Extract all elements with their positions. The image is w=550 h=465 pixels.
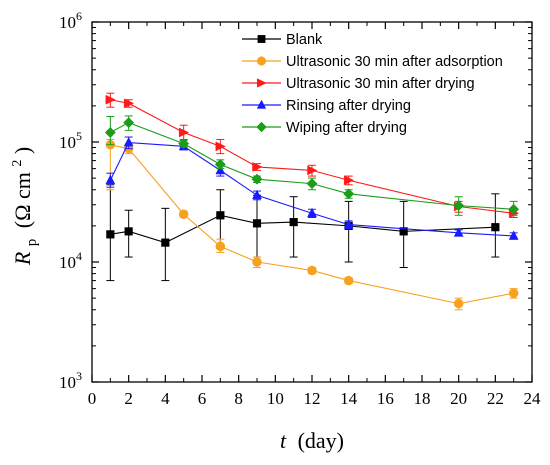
- x-axis-title-var: t: [280, 428, 287, 453]
- data-point: [307, 207, 317, 218]
- data-point: [252, 189, 262, 200]
- x-tick-label: 2: [124, 389, 133, 408]
- legend-item: Wiping after drying: [242, 120, 407, 136]
- data-point: [123, 98, 135, 109]
- x-tick-label: 10: [267, 389, 284, 408]
- x-tick-label: 20: [450, 389, 467, 408]
- y-tick-label-exponent: 3: [76, 369, 82, 383]
- data-point: [106, 230, 115, 239]
- y-tick-label: 105: [59, 129, 82, 152]
- legend-item: Ultrasonic 30 min after drying: [242, 76, 475, 92]
- legend: Blank Ultrasonic 30 min after adsorption U…: [242, 32, 503, 136]
- x-tick-label: 8: [234, 389, 243, 408]
- y-axis-title-var: R: [10, 251, 35, 266]
- data-point: [251, 173, 263, 185]
- data-point: [252, 219, 262, 228]
- y-tick-label: 104: [59, 249, 82, 272]
- data-point: [215, 141, 226, 152]
- data-point: [453, 298, 464, 309]
- legend-label: Blank: [286, 32, 323, 48]
- data-point: [252, 257, 262, 267]
- legend-item: Rinsing after drying: [242, 98, 411, 114]
- data-point: [343, 188, 355, 200]
- data-point: [399, 227, 408, 236]
- series-line: [110, 99, 514, 214]
- data-point: [307, 165, 318, 176]
- y-tick-label-exponent: 4: [76, 249, 82, 263]
- data-point: [105, 174, 116, 185]
- data-point: [178, 209, 189, 219]
- legend-item: Ultrasonic 30 min after adsorption: [242, 54, 503, 70]
- x-tick-label: 6: [198, 389, 207, 408]
- x-tick-label: 22: [487, 389, 504, 408]
- y-axis-title: R p (Ω cm 2 ): [1, 147, 41, 266]
- data-point: [307, 265, 317, 276]
- data-point: [123, 117, 135, 129]
- legend-label: Ultrasonic 30 min after drying: [286, 76, 475, 92]
- series-line: [110, 214, 496, 244]
- x-tick-label: 4: [161, 389, 170, 408]
- legend-item: Blank: [242, 32, 323, 48]
- x-tick-label: 14: [340, 389, 358, 408]
- y-tick-label-base: 10: [59, 253, 76, 272]
- x-tick-label: 0: [88, 389, 97, 408]
- data-point: [123, 137, 134, 147]
- legend-marker: [256, 99, 267, 109]
- data-point: [306, 178, 318, 190]
- data-point: [508, 203, 520, 215]
- y-tick-label-exponent: 6: [76, 9, 82, 23]
- y-tick-label: 106: [59, 9, 82, 32]
- y-tick-label-base: 10: [59, 13, 76, 32]
- data-point: [214, 158, 226, 170]
- series-4: [104, 115, 520, 216]
- y-axis-title-unit-close: ): [10, 147, 35, 154]
- legend-marker: [256, 121, 267, 133]
- y-axis-title-subscript: p: [24, 239, 40, 247]
- data-point: [178, 138, 190, 150]
- y-tick-label-base: 10: [59, 133, 76, 152]
- data-point: [104, 126, 116, 139]
- x-axis-title: t (day): [280, 428, 344, 453]
- data-point: [124, 227, 133, 236]
- data-point: [453, 227, 464, 237]
- y-axis-title-unit-sup: 2: [10, 160, 25, 167]
- data-point: [508, 288, 519, 298]
- x-tick-label: 24: [524, 389, 542, 408]
- data-point: [215, 241, 226, 252]
- x-tick-label: 12: [304, 389, 321, 408]
- legend-marker: [257, 35, 266, 43]
- data-point: [508, 230, 519, 240]
- legend-label: Ultrasonic 30 min after adsorption: [286, 54, 503, 70]
- data-point: [178, 127, 190, 138]
- data-point: [289, 218, 298, 227]
- legend-label: Wiping after drying: [286, 120, 407, 136]
- x-tick-label: 18: [414, 389, 431, 408]
- y-tick-label-exponent: 5: [76, 129, 82, 143]
- data-point: [161, 238, 170, 247]
- x-axis-title-unit: (day): [298, 428, 344, 453]
- data-point: [491, 223, 500, 232]
- data-point: [343, 175, 355, 186]
- data-point: [216, 211, 225, 220]
- data-point: [453, 200, 465, 212]
- axis-titles: t (day) R p (Ω cm 2 ): [1, 147, 344, 453]
- data-point: [252, 162, 263, 172]
- legend-label: Rinsing after drying: [286, 98, 411, 114]
- y-tick-label-base: 10: [59, 373, 76, 392]
- x-tick-label: 16: [377, 389, 394, 408]
- y-axis-title-unit: (Ω cm: [10, 172, 35, 228]
- plot-area: [104, 92, 520, 311]
- legend-marker: [256, 78, 267, 88]
- y-tick-label: 103: [59, 369, 82, 392]
- data-point: [343, 219, 354, 229]
- legend-marker: [256, 56, 267, 66]
- data-point: [105, 94, 116, 105]
- data-point: [343, 275, 354, 286]
- series-0: [106, 184, 500, 282]
